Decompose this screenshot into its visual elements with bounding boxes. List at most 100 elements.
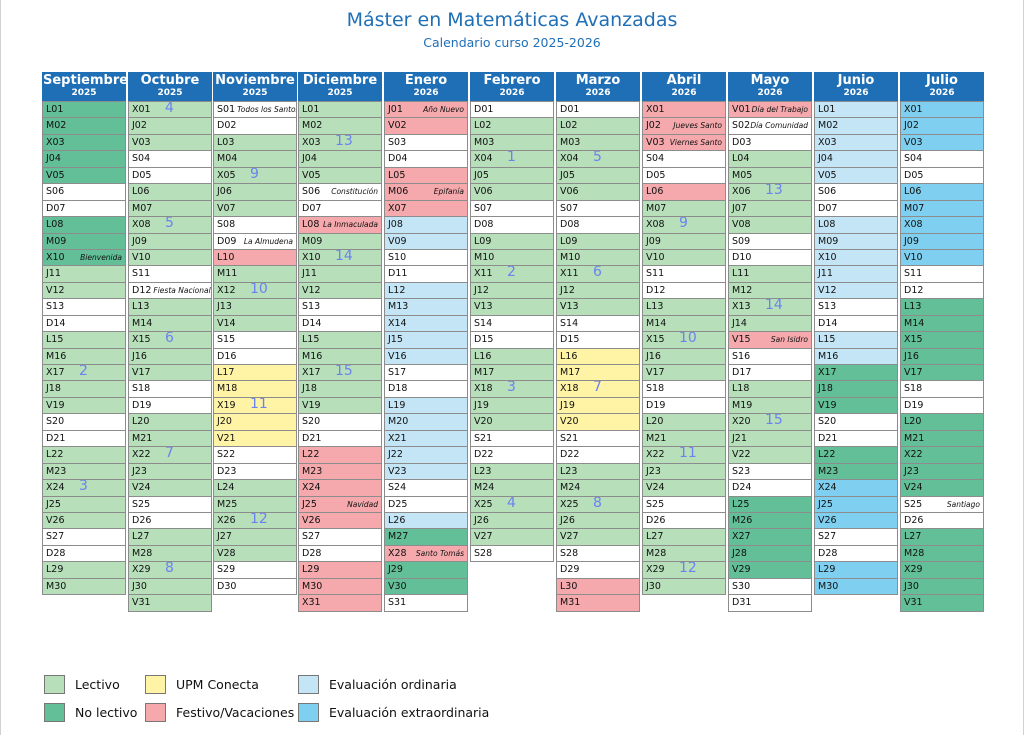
- day-label: J21: [732, 432, 747, 444]
- day-cell: D07: [298, 199, 382, 218]
- day-label: L12: [388, 284, 406, 296]
- holiday-note: Año Nuevo: [423, 105, 464, 114]
- holiday-note: Jueves Santo: [673, 121, 722, 131]
- day-label: D22: [560, 449, 580, 461]
- day-label: L22: [302, 449, 320, 461]
- day-label: V03: [132, 136, 151, 148]
- day-label: S14: [560, 317, 579, 329]
- day-label: M04: [217, 153, 238, 165]
- day-cell: L09: [470, 232, 554, 250]
- day-label: M09: [818, 235, 839, 247]
- day-cell: V10: [642, 248, 726, 267]
- day-cell: M23: [814, 462, 898, 481]
- day-cell: M05: [728, 166, 812, 185]
- day-label: X27: [732, 531, 751, 543]
- month-column-marzo: Marzo 2026 D01 L02 M03 X04 5 J05 V06 S07 D08 L09 M10…: [556, 72, 640, 612]
- day-cell: V10: [128, 248, 212, 267]
- holiday-note: Viernes Santo: [669, 137, 722, 147]
- day-cell: V03 Viernes Santo: [642, 133, 726, 152]
- week-number: 14: [765, 298, 783, 314]
- day-cell: J11: [814, 265, 898, 283]
- day-cell: L10: [213, 248, 297, 267]
- day-cell: L04: [728, 150, 812, 168]
- day-label: L05: [388, 169, 406, 181]
- day-cell: J05: [556, 166, 640, 185]
- day-cell: D14: [298, 314, 382, 333]
- day-label: V31: [132, 597, 151, 609]
- day-cell: D31: [728, 594, 812, 612]
- day-label: M02: [302, 120, 323, 132]
- day-cell: D21: [814, 429, 898, 448]
- day-label: S03: [388, 136, 407, 148]
- day-cell: V19: [814, 396, 898, 415]
- day-label: S17: [388, 367, 407, 378]
- month-days: L01 M02 X03 J04 V05 S06 D07 L08 M09 X10 Bienvenida…: [42, 101, 126, 596]
- day-label: V24: [904, 482, 923, 494]
- day-cell: S14: [556, 314, 640, 333]
- day-label: L15: [302, 334, 320, 346]
- day-label: J04: [818, 153, 833, 165]
- day-cell: X21: [384, 429, 468, 448]
- legend-swatch: [44, 703, 65, 722]
- day-cell: V23: [384, 462, 468, 481]
- day-label: X29: [646, 564, 665, 576]
- day-label: L20: [646, 416, 664, 428]
- day-label: X01: [904, 104, 923, 115]
- day-cell: J18: [298, 380, 382, 398]
- month-days: J01 Año Nuevo V02 S03 D04 L05 M06 Epifanía X07 J0…: [384, 101, 468, 612]
- day-label: S02: [732, 120, 751, 132]
- day-label: S21: [474, 432, 493, 444]
- day-cell: D21: [298, 429, 382, 448]
- day-label: V03: [646, 136, 665, 148]
- day-cell: M17: [556, 364, 640, 382]
- day-label: D17: [732, 367, 752, 378]
- day-cell: X13 14: [728, 298, 812, 316]
- month-name: Marzo: [575, 73, 621, 88]
- day-label: J25: [302, 498, 317, 510]
- day-label: X17: [46, 367, 65, 378]
- day-cell: V13: [556, 298, 640, 316]
- day-cell: V26: [298, 511, 382, 530]
- day-label: J14: [732, 317, 747, 329]
- day-label: M16: [46, 350, 67, 362]
- day-label: V12: [818, 284, 837, 296]
- day-cell: X03 13: [298, 133, 382, 152]
- day-cell: M03: [556, 133, 640, 152]
- day-label: X24: [46, 482, 65, 494]
- month-year: 2025: [71, 88, 97, 98]
- day-cell: X26 12: [213, 511, 297, 530]
- day-cell: M14: [642, 314, 726, 333]
- day-label: X08: [904, 219, 923, 231]
- day-label: D05: [646, 169, 666, 181]
- day-cell: X22 11: [642, 446, 726, 464]
- day-cell: J23: [642, 462, 726, 481]
- day-cell: M03: [470, 133, 554, 152]
- day-cell: M21: [642, 429, 726, 448]
- month-name: Enero: [404, 73, 448, 88]
- day-cell: V26: [42, 511, 126, 530]
- day-label: D24: [732, 482, 752, 494]
- month-days: S01 Todos los Santos D02 L03 M04 X05 9 J06 V07 S0…: [213, 101, 297, 596]
- week-number: 5: [165, 216, 174, 232]
- day-cell: D09 La Almudena: [213, 232, 297, 250]
- day-label: L29: [302, 564, 320, 576]
- day-label: M07: [904, 202, 925, 214]
- month-year: 2026: [757, 88, 783, 98]
- day-cell: L11: [728, 265, 812, 283]
- day-label: M21: [646, 432, 667, 444]
- day-label: J11: [302, 268, 317, 280]
- day-cell: J27: [213, 528, 297, 546]
- day-cell: J18: [42, 380, 126, 398]
- day-cell: M30: [42, 577, 126, 596]
- day-label: D21: [46, 432, 66, 444]
- day-label: L06: [132, 186, 150, 198]
- day-cell: M13: [384, 298, 468, 316]
- day-cell: D28: [814, 544, 898, 563]
- day-cell: D24: [728, 479, 812, 497]
- day-label: J08: [388, 219, 403, 231]
- day-label: J13: [217, 301, 232, 313]
- day-label: J02: [904, 120, 919, 132]
- day-cell: J25 Navidad: [298, 495, 382, 513]
- day-cell: V16: [384, 347, 468, 365]
- day-cell: D08: [470, 216, 554, 234]
